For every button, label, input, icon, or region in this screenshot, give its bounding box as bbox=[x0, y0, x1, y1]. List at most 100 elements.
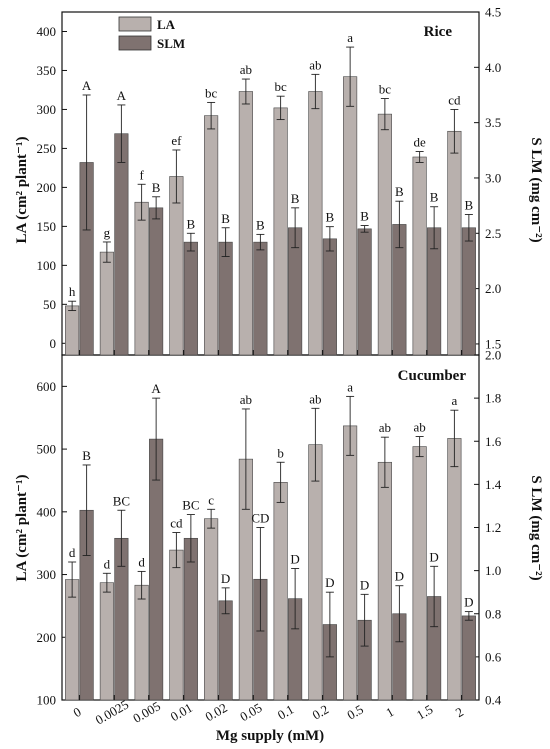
rice-significance-letter: B bbox=[291, 191, 300, 206]
cucumber-significance-letter: D bbox=[395, 569, 404, 584]
cucumber-ytick-label: 600 bbox=[37, 379, 57, 394]
rice-ytick-label: 250 bbox=[37, 141, 57, 156]
cucumber-significance-letter: BC bbox=[182, 498, 199, 513]
rice-significance-letter: B bbox=[465, 197, 474, 212]
rice-slm-bar bbox=[322, 238, 337, 356]
rice-ytick-label: 100 bbox=[37, 258, 57, 273]
cucumber-significance-letter: d bbox=[104, 556, 111, 571]
rice-ytick-label: 200 bbox=[37, 180, 57, 195]
cucumber-y2tick-label: 1.8 bbox=[485, 391, 501, 406]
cucumber-y2tick-label: 0.8 bbox=[485, 606, 501, 621]
rice-la-bar bbox=[99, 251, 114, 356]
cucumber-la-bar bbox=[412, 446, 427, 701]
cucumber-significance-letter: a bbox=[347, 379, 353, 394]
rice-significance-letter: B bbox=[360, 209, 369, 224]
x-category-label: 0.005 bbox=[130, 698, 163, 726]
cucumber-slm-bar bbox=[218, 600, 233, 701]
cucumber-la-bar bbox=[169, 549, 184, 701]
cucumber-significance-letter: d bbox=[69, 545, 76, 560]
cucumber-panel-title: Cucumber bbox=[398, 368, 467, 384]
rice-significance-letter: B bbox=[221, 211, 230, 226]
cucumber-significance-letter: ab bbox=[240, 392, 252, 407]
rice-la-bar bbox=[238, 91, 253, 356]
rice-la-bar bbox=[204, 115, 219, 356]
rice-la-bar bbox=[412, 156, 427, 356]
cucumber-significance-letter: D bbox=[325, 575, 334, 590]
cucumber-significance-letter: D bbox=[360, 577, 369, 592]
cucumber-y2tick-label: 2.0 bbox=[485, 348, 501, 363]
cucumber-la-bar bbox=[273, 482, 288, 701]
x-axis-title: Mg supply (mM) bbox=[216, 728, 324, 744]
rice-slm-bar bbox=[183, 241, 198, 356]
rice-significance-letter: cd bbox=[448, 92, 461, 107]
rice-significance-letter: a bbox=[347, 30, 353, 45]
cucumber-significance-letter: ab bbox=[379, 420, 391, 435]
rice-y2tick-label: 4.5 bbox=[485, 5, 501, 20]
cucumber-y2tick-label: 1.2 bbox=[485, 520, 501, 535]
rice-la-bar bbox=[377, 113, 392, 356]
rice-significance-letter: ab bbox=[240, 62, 252, 77]
cucumber-significance-letter: cd bbox=[170, 516, 183, 531]
rice-significance-letter: bc bbox=[274, 79, 287, 94]
rice-la-bar bbox=[134, 201, 149, 356]
rice-slm-bar bbox=[357, 228, 372, 356]
cucumber-significance-letter: a bbox=[451, 393, 457, 408]
rice-slm-bar bbox=[461, 227, 476, 356]
x-category-label: 0.1 bbox=[275, 702, 297, 723]
cucumber-ytick-label: 400 bbox=[37, 504, 57, 519]
cucumber-significance-letter: ab bbox=[309, 391, 321, 406]
x-category-label: 0.02 bbox=[203, 700, 230, 724]
cucumber-ytick-label: 100 bbox=[37, 693, 57, 708]
x-category-label: 1.5 bbox=[414, 702, 436, 723]
cucumber-ytick-label: 200 bbox=[37, 630, 57, 645]
rice-significance-letter: B bbox=[395, 184, 404, 199]
cucumber-significance-letter: D bbox=[221, 571, 230, 586]
chart-marks: 0501001502002503003504001.52.02.53.03.54… bbox=[37, 5, 502, 728]
x-category-label: 0.5 bbox=[344, 702, 366, 723]
rice-y2tick-label: 2.5 bbox=[485, 226, 501, 241]
cucumber-significance-letter: d bbox=[138, 554, 145, 569]
rice-ytick-label: 300 bbox=[37, 102, 57, 117]
rice-significance-letter: g bbox=[104, 225, 111, 240]
cucumber-significance-letter: B bbox=[82, 448, 91, 463]
rice-la-bar bbox=[343, 76, 358, 356]
cucumber-slm-bar bbox=[461, 615, 476, 701]
rice-la-bar bbox=[273, 107, 288, 356]
cucumber-significance-letter: CD bbox=[251, 511, 269, 526]
cucumber-significance-letter: D bbox=[290, 551, 299, 566]
cucumber-significance-letter: ab bbox=[413, 420, 425, 435]
rice-slm-bar bbox=[114, 133, 129, 356]
cucumber-significance-letter: c bbox=[208, 492, 214, 507]
rice-la-bar bbox=[65, 305, 80, 356]
cucumber-y2tick-label: 1.4 bbox=[485, 477, 502, 492]
cucumber-significance-letter: A bbox=[151, 381, 161, 396]
rice-la-bar bbox=[447, 130, 462, 356]
x-category-label: 0.0025 bbox=[93, 697, 131, 728]
rice-y2tick-label: 2.0 bbox=[485, 281, 501, 296]
rice-panel-title: Rice bbox=[424, 24, 453, 40]
x-category-label: 0.05 bbox=[237, 700, 264, 724]
rice-significance-letter: A bbox=[82, 78, 92, 93]
cucumber-y2tick-label: 1.0 bbox=[485, 563, 501, 578]
x-category-label: 0.01 bbox=[168, 700, 195, 724]
rice-significance-letter: B bbox=[152, 180, 161, 195]
rice-significance-letter: de bbox=[413, 135, 426, 150]
x-category-label: 0 bbox=[71, 704, 84, 720]
rice-ytick-label: 0 bbox=[50, 336, 57, 351]
rice-significance-letter: B bbox=[326, 210, 335, 225]
cucumber-la-bar bbox=[447, 438, 462, 701]
x-category-label: 2 bbox=[453, 704, 466, 720]
legend-slm-label: SLM bbox=[157, 36, 185, 51]
rice-significance-letter: B bbox=[256, 217, 265, 232]
rice-significance-letter: bc bbox=[379, 82, 392, 97]
rice-significance-letter: ef bbox=[171, 133, 182, 148]
rice-ytick-label: 50 bbox=[43, 297, 56, 312]
rice-ytick-label: 150 bbox=[37, 219, 57, 234]
rice-y2tick-label: 4.0 bbox=[485, 60, 501, 75]
rice-significance-letter: B bbox=[187, 216, 196, 231]
cucumber-significance-letter: b bbox=[277, 445, 284, 460]
legend-la-swatch bbox=[118, 16, 152, 32]
cucumber-significance-letter: D bbox=[464, 595, 473, 610]
cucumber-la-bar bbox=[134, 584, 149, 701]
